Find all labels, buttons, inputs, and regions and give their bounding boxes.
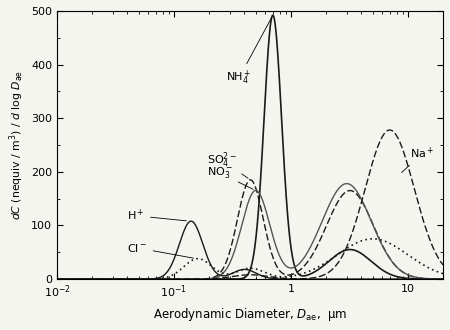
Text: SO$_4^{2-}$: SO$_4^{2-}$ bbox=[207, 150, 248, 178]
Text: NO$_3^-$: NO$_3^-$ bbox=[207, 165, 253, 189]
Text: Na$^+$: Na$^+$ bbox=[402, 146, 435, 173]
Text: Cl$^-$: Cl$^-$ bbox=[127, 242, 194, 258]
Text: NH$_4^+$: NH$_4^+$ bbox=[226, 18, 271, 87]
Y-axis label: $dC$ (nequiv / m$^3$) / $d$ log $D_{\mathrm{ae}}$: $dC$ (nequiv / m$^3$) / $d$ log $D_{\mat… bbox=[7, 70, 26, 220]
Text: H$^+$: H$^+$ bbox=[127, 208, 186, 223]
X-axis label: Aerodynamic Diameter, $D_{\mathrm{ae}}$,  μm: Aerodynamic Diameter, $D_{\mathrm{ae}}$,… bbox=[153, 306, 347, 323]
